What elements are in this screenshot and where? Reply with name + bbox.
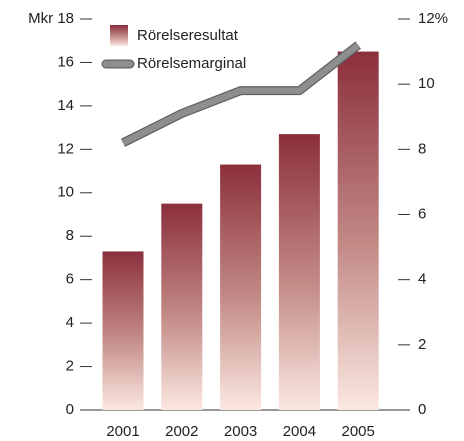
bar (278, 134, 320, 410)
y-tick-label: 16 (57, 53, 74, 70)
legend-label: Rörelseresultat (137, 27, 239, 44)
y-tick-label: 10 (57, 184, 74, 201)
bar (337, 51, 379, 410)
y-tick-label: 8 (66, 227, 74, 244)
y2-tick-label: 0 (418, 401, 426, 418)
bar (220, 164, 262, 410)
y-tick-label: 2 (66, 358, 74, 375)
y2-tick-label: 8 (418, 140, 426, 157)
x-tick-label: 2005 (342, 423, 375, 440)
y2-tick-label: 2 (418, 336, 426, 353)
y-tick-label: 6 (66, 271, 74, 288)
x-tick-label: 2001 (106, 423, 139, 440)
y-tick-label: 0 (66, 401, 74, 418)
y-tick-label: 4 (66, 314, 74, 331)
x-tick-label: 2003 (224, 423, 257, 440)
legend-label: Rörelsemarginal (137, 55, 246, 72)
x-tick-label: 2002 (165, 423, 198, 440)
y2-tick-label: 10 (418, 75, 435, 92)
x-tick-label: 2004 (283, 423, 316, 440)
y-tick-label: 12 (57, 140, 74, 157)
y2-tick-label: 6 (418, 205, 426, 222)
legend-swatch (110, 25, 128, 46)
y-tick-label: Mkr 18 (28, 10, 74, 27)
bar (102, 251, 144, 410)
y2-tick-label: 12% (418, 10, 448, 27)
y2-tick-label: 4 (418, 271, 426, 288)
line (121, 42, 361, 146)
bar (161, 203, 203, 410)
y-tick-label: 14 (57, 97, 74, 114)
